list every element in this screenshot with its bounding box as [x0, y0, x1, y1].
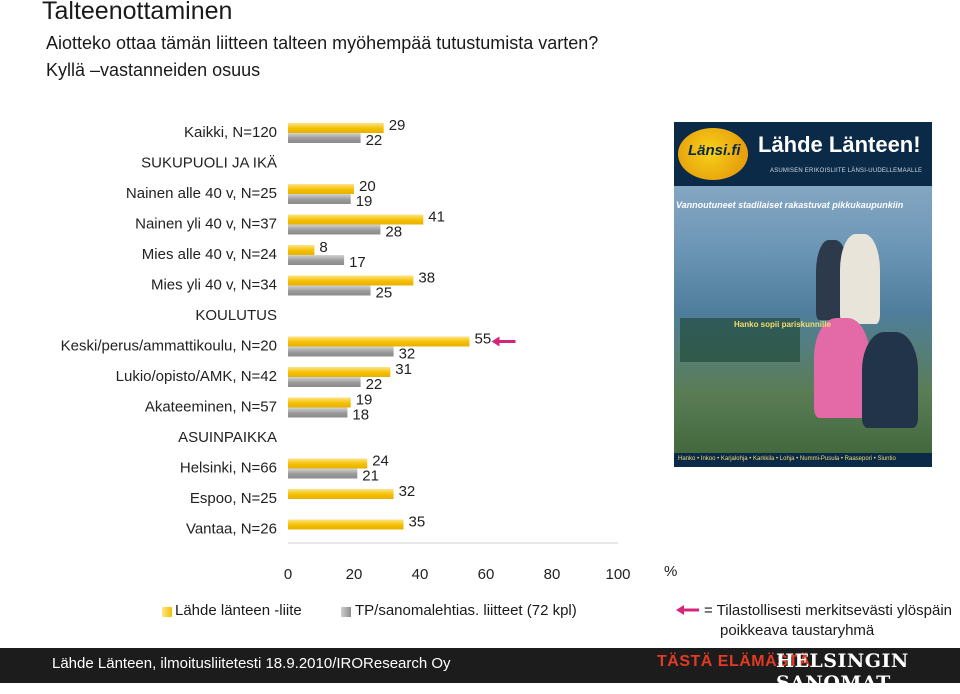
value-label-series2: 19	[356, 193, 373, 210]
category-label: Nainen yli 40 v, N=37	[135, 216, 277, 233]
value-label-series1: 19	[356, 392, 373, 409]
bar-chart: 0 20 40 60 80 100 % Kaikki, N=120 29 22 SUKUPUOLI …	[61, 117, 678, 583]
legend-swatch-series1	[162, 607, 172, 617]
bar-series2	[288, 133, 361, 143]
value-label-series1: 35	[409, 514, 426, 531]
bar-series2	[288, 346, 394, 357]
bar-series1	[288, 275, 414, 286]
category-label: Mies alle 40 v, N=24	[142, 246, 277, 263]
value-label-series1: 24	[372, 453, 389, 470]
bar-series1	[288, 367, 391, 377]
category-label: Lukio/opisto/AMK, N=42	[116, 368, 277, 385]
bar-series1	[288, 489, 394, 499]
bar-series2	[288, 224, 381, 235]
footer-bar	[0, 648, 960, 683]
category-label: Vantaa, N=26	[186, 521, 277, 538]
cover-person	[862, 332, 918, 428]
x-tick-label: 20	[346, 566, 363, 583]
x-tick-label: 40	[412, 566, 429, 583]
value-label-series2: 28	[385, 224, 402, 241]
category-label: Kaikki, N=120	[184, 124, 277, 141]
cover-person	[840, 234, 880, 324]
x-tick-label: 100	[605, 566, 630, 583]
bar-series2	[288, 407, 348, 418]
bar-series2	[288, 285, 371, 296]
x-axis-unit: %	[664, 563, 677, 580]
category-label: Akateeminen, N=57	[145, 399, 277, 416]
value-label-series2: 22	[366, 132, 383, 149]
category-label: ASUINPAIKKA	[178, 429, 277, 446]
value-label-series1: 38	[418, 270, 435, 287]
cover-tagline: Vannoutuneet stadilaiset rakastuvat pikk…	[676, 200, 904, 210]
bar-series1	[288, 458, 368, 469]
value-label-series1: 32	[399, 483, 416, 500]
bar-series1	[288, 214, 424, 225]
value-label-series1: 20	[359, 178, 376, 195]
supplement-cover-image: Länsi.fi Lähde Länteen! ASUMISEN ERIKOIS…	[674, 122, 932, 467]
legend-swatch-series2	[341, 607, 351, 617]
category-label: Helsinki, N=66	[180, 460, 277, 477]
category-label: Nainen alle 40 v, N=25	[126, 185, 277, 202]
x-tick-label: 80	[544, 566, 561, 583]
brand-slogan: TÄSTÄ ELÄMÄSTÄ.	[657, 653, 816, 670]
value-label-series1: 8	[319, 239, 327, 256]
bar-series1	[288, 123, 384, 133]
lansi-logo	[678, 128, 748, 180]
cover-strip-text: Hanko • Inkoo • Karjalohja • Karkkila • …	[678, 456, 896, 462]
category-label: Espoo, N=25	[190, 490, 277, 507]
page-title: Talteenottaminen	[42, 0, 233, 25]
cover-person	[814, 318, 870, 418]
value-label-series2: 18	[352, 407, 369, 424]
category-label: Keski/perus/ammattikoulu, N=20	[61, 338, 277, 355]
value-label-series2: 21	[362, 468, 379, 485]
value-label-series2: 32	[399, 346, 416, 363]
footer-source: Lähde Länteen, ilmoitusliitetesti 18.9.2…	[52, 655, 451, 672]
value-label-series1: 41	[428, 209, 445, 226]
cover-mid-panel	[680, 318, 800, 362]
significance-arrow-head	[491, 336, 500, 347]
cover-name: Lähde Länteen!	[758, 132, 921, 157]
bar-series2	[288, 255, 345, 265]
category-label: KOULUTUS	[195, 307, 277, 324]
significance-arrow-icon	[676, 605, 699, 615]
value-label-series2: 22	[366, 376, 383, 393]
chart-subtitle: Kyllä –vastanneiden osuus	[46, 60, 261, 80]
value-label-series2: 25	[376, 285, 393, 302]
bar-series1	[288, 519, 404, 530]
bar-series1	[288, 397, 351, 408]
bar-series2	[288, 468, 358, 479]
bar-series2	[288, 194, 351, 204]
legend-label-series2: TP/sanomalehtias. liitteet (72 kpl)	[355, 602, 577, 619]
cover-logo-text: Länsi.fi	[688, 142, 741, 159]
cover-mid-text: Hanko sopii pariskunnille	[734, 320, 831, 329]
bar-series1	[288, 336, 470, 347]
brand-logo: HELSINGIN SANOMAT	[776, 650, 909, 694]
value-label-series1: 55	[475, 331, 492, 348]
bar-series2	[288, 377, 361, 387]
category-label: SUKUPUOLI JA IKÄ	[141, 155, 277, 172]
legend-arrow-text-1: = Tilastollisesti merkitsevästi ylöspäin	[704, 602, 953, 619]
x-tick-label: 0	[284, 566, 292, 583]
legend-arrow-text-2: poikkeava taustaryhmä	[720, 622, 875, 639]
value-label-series2: 17	[349, 254, 366, 271]
chart-question: Aiotteko ottaa tämän liitteen talteen my…	[46, 33, 599, 53]
legend-label-series1: Lähde länteen -liite	[175, 602, 302, 619]
value-label-series1: 29	[389, 117, 406, 134]
bar-series1	[288, 184, 354, 194]
bar-series1	[288, 245, 315, 255]
x-tick-label: 60	[478, 566, 495, 583]
category-label: Mies yli 40 v, N=34	[151, 277, 277, 294]
cover-strip	[674, 453, 932, 467]
value-label-series1: 31	[395, 361, 412, 378]
cover-subtitle: ASUMISEN ERIKOISLIITE LÄNSI-UUDELLEMAALL…	[770, 168, 923, 174]
